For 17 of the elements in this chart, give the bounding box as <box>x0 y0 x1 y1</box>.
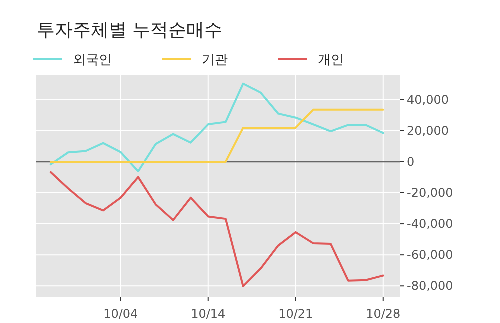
y-tick-label: -20,000 <box>407 186 454 200</box>
y-tick-label: 0 <box>407 154 415 169</box>
x-tick-label: 10/21 <box>278 307 314 321</box>
line-series <box>50 82 384 173</box>
line-series <box>50 171 384 288</box>
legend-label: 외국인 <box>73 53 112 68</box>
legend-label: 개인 <box>318 53 344 68</box>
legend-label: 기관 <box>202 53 228 68</box>
y-tick-label: 40,000 <box>407 92 449 107</box>
x-tick-label: 10/28 <box>366 307 401 321</box>
y-tick-label: 20,000 <box>407 124 449 138</box>
x-tick-label: 10/14 <box>191 307 226 321</box>
chart-title: 투자주체별 누적순매수 <box>37 20 223 41</box>
y-tick-label: -40,000 <box>407 217 454 232</box>
y-tick-label: -60,000 <box>407 248 454 262</box>
x-tick-label: 10/04 <box>104 307 138 321</box>
y-tick-label: -80,000 <box>407 279 454 294</box>
